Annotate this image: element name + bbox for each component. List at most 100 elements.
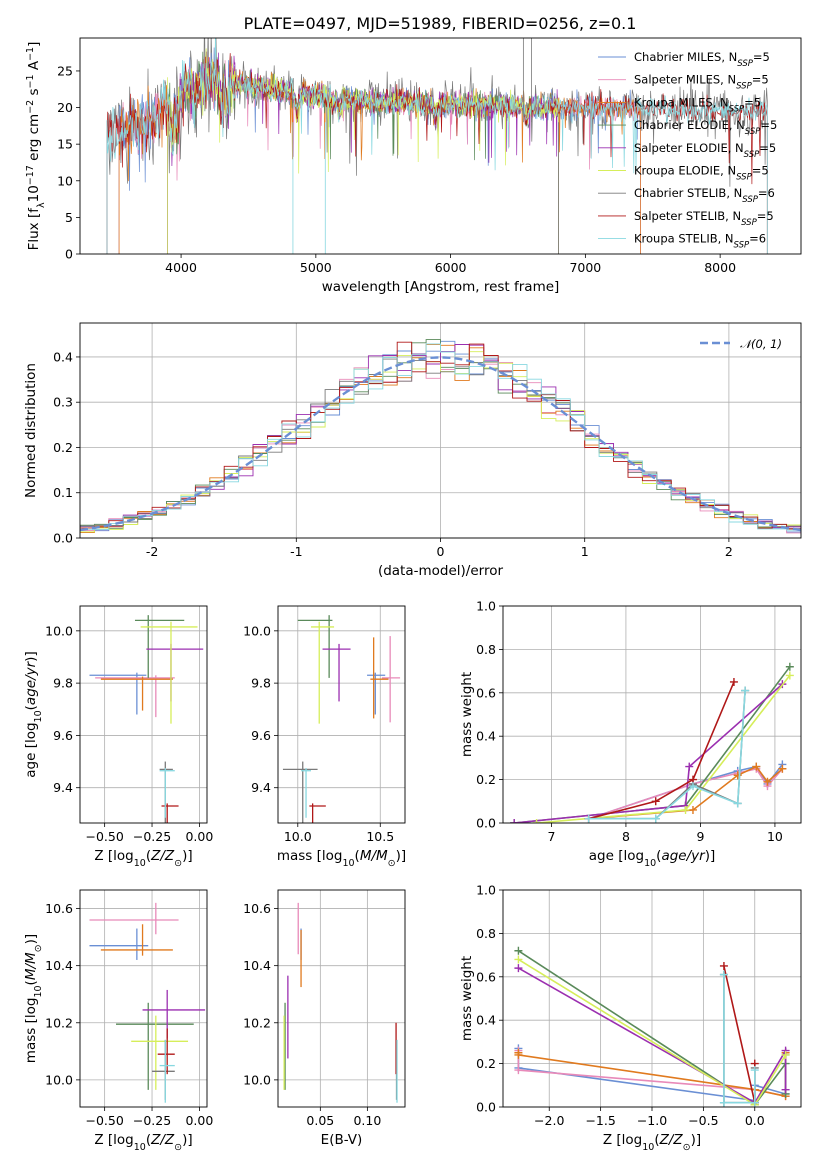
axes-frame (79, 605, 208, 824)
y-tick-label: 0.2 (476, 772, 496, 787)
x-tick-label: −0.50 (85, 1113, 123, 1128)
errorbar-salpeter-stelib (157, 1028, 175, 1075)
series-line (514, 683, 783, 823)
y-tick-label: 25 (57, 63, 73, 78)
plot-area (510, 662, 794, 823)
x-tick-label: -2 (146, 544, 158, 559)
y-tick-label: 0.8 (476, 926, 496, 941)
series-line (518, 967, 787, 1104)
spectrum-line-kroupa-elodie (167, 48, 559, 254)
legend-label: 𝒩(0, 1) (740, 337, 782, 351)
data-point-marker (719, 1098, 728, 1107)
y-tick-label: 10.4 (243, 958, 271, 973)
errorbar-salpeter-elodie (146, 643, 204, 702)
legend-label: Kroupa ELODIE, NSSP=5 (634, 164, 769, 183)
plot-area (514, 946, 790, 1107)
series-line (588, 681, 735, 820)
axes-frame (79, 37, 802, 255)
plot-area (283, 902, 398, 1103)
data-point-marker (741, 686, 750, 695)
errorbar-chabrier-elodie (134, 615, 185, 678)
legend-label: Salpeter MILES, NSSP=5 (634, 73, 769, 92)
data-point-marker (719, 970, 728, 979)
data-point-marker (785, 671, 794, 680)
grid (503, 605, 801, 824)
legend-label: Kroupa STELIB, NSSP=6 (634, 232, 766, 251)
data-point-marker (729, 677, 738, 686)
legend-label: Salpeter STELIB, NSSP=5 (634, 209, 774, 228)
errorbar-chabrier-elodie (116, 1002, 194, 1090)
panel-3: −0.50 −0.25 0.00 9.4 9.6 9.8 10.0 Z [log10(Z/Z⊙… (23, 605, 213, 869)
errorbar-salpeter-stelib (309, 803, 326, 823)
panel-5: 7 8 9 10 0.0 0.2 0.4 0.6 0.8 1.0 age [log10(age/yr… (459, 599, 802, 869)
x-axis-label: age [log10(age/yr)] (589, 848, 715, 869)
errorbar-kroupa-elodie (310, 621, 335, 724)
y-tick-label: 10.4 (45, 958, 73, 973)
plot-area (89, 615, 204, 823)
y-tick-label: 0.0 (53, 531, 73, 546)
data-point-marker (514, 1050, 523, 1059)
grid (80, 606, 207, 823)
y-tick-label: 10.6 (243, 901, 271, 916)
weight-series-salpeter-stelib (584, 677, 738, 823)
x-axis-label: Z [log10(Z/Z⊙)] (94, 1132, 192, 1153)
axes-frame (277, 889, 406, 1108)
y-tick-label: 9.6 (53, 728, 73, 743)
y-tick-label: 1.0 (476, 599, 496, 614)
data-point-marker (584, 814, 593, 823)
data-point-marker (750, 1098, 759, 1107)
plot-area (89, 902, 206, 1103)
errorbar-salpeter-miles (381, 636, 401, 723)
y-axis-label: age [log10(age/yr)] (23, 651, 44, 777)
x-tick-label: 4000 (165, 260, 197, 275)
y-tick-label: 9.6 (251, 728, 271, 743)
legend: Chabrier MILES, NSSP=5 Salpeter MILES, NS… (598, 50, 777, 251)
data-point-marker (752, 762, 761, 771)
series-line (723, 974, 756, 1104)
data-point-marker (681, 805, 690, 814)
y-tick-label: 10 (57, 173, 73, 188)
y-tick-label: 0.1 (53, 485, 73, 500)
data-point-marker (514, 946, 523, 955)
y-axis-label: Normed distribution (23, 363, 39, 498)
legend-label: Chabrier ELODIE, NSSP=5 (634, 118, 777, 137)
x-tick-label: 0.05 (306, 1113, 334, 1128)
y-tick-label: 9.4 (251, 780, 271, 795)
y-tick-label: 10.2 (45, 1015, 73, 1030)
y-axis-label: mass weight (459, 956, 475, 1041)
x-axis-label: Z [log10(Z/Z⊙)] (94, 848, 192, 869)
errorbar-kroupa-miles (370, 637, 389, 719)
y-tick-label: 0.0 (476, 1100, 496, 1115)
data-point-marker (532, 819, 541, 823)
errorbar-chabrier-stelib (282, 761, 318, 823)
y-tick-label: 20 (57, 100, 73, 115)
x-tick-label: 0 (437, 544, 445, 559)
x-tick-label: 0.00 (185, 1113, 213, 1128)
normal-curve (80, 356, 801, 532)
y-tick-label: 0.2 (476, 1056, 496, 1071)
x-tick-label: 0.10 (353, 1113, 381, 1128)
data-point-marker (778, 764, 787, 773)
spectrum-line-chabrier-elodie (167, 51, 559, 254)
series-line (723, 965, 756, 1103)
x-tick-label: 7 (547, 829, 555, 844)
data-point-marker (785, 662, 794, 671)
legend-label: Kroupa MILES, NSSP=5 (634, 95, 761, 114)
plot-area (106, 38, 768, 254)
x-tick-label: 2 (725, 544, 733, 559)
axes-frame (277, 605, 406, 824)
figure-title: PLATE=0497, MJD=51989, FIBERID=0256, z=0… (244, 14, 637, 33)
axes-frame (79, 889, 208, 1108)
errorbar-chabrier-elodie (297, 615, 333, 678)
axes-frame (502, 605, 802, 824)
x-tick-label: 0.0 (745, 1113, 765, 1128)
legend-label: Salpeter ELODIE, NSSP=5 (634, 141, 776, 160)
x-tick-label: 8000 (704, 260, 736, 275)
data-point-marker (514, 955, 523, 964)
errorbar-kroupa-stelib (159, 1039, 175, 1103)
grid (278, 890, 405, 1107)
plot-area (282, 615, 401, 823)
x-tick-label: −2.0 (534, 1113, 564, 1128)
y-axis-label: mass weight (459, 672, 475, 757)
